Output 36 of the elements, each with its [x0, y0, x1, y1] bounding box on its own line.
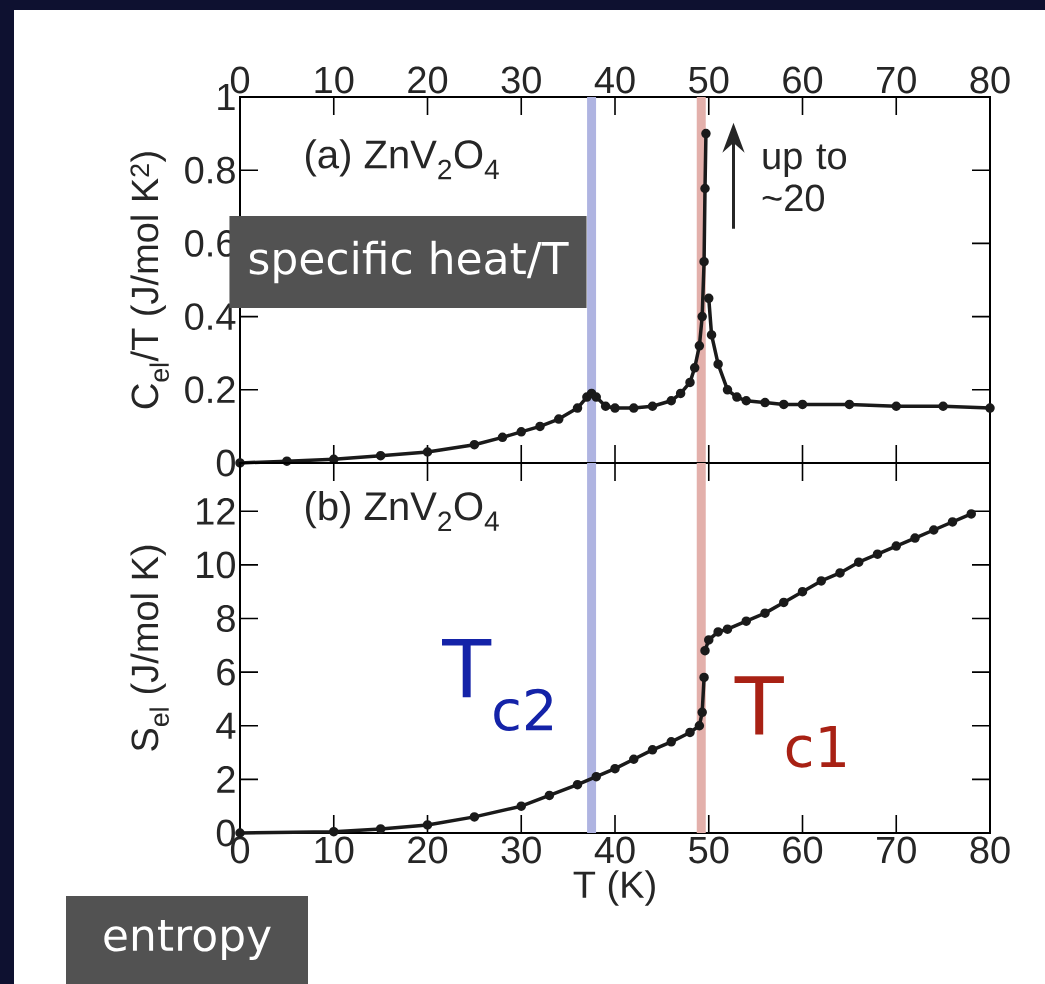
y-tick-label: 12 — [197, 497, 235, 525]
y-tick-label: 2 — [217, 766, 235, 793]
annotation: (a) ZnV$_{2}$O$_{4}$ — [306, 139, 499, 180]
y-tick-label: 4 — [216, 712, 236, 739]
x-tick-label: 30 — [501, 66, 541, 94]
x-tick-label: 50 — [689, 66, 729, 94]
y-axis-title: C$_{el}$/T (J/mol K$^{2}$) — [130, 152, 169, 409]
x-tick-label: 20 — [408, 836, 448, 864]
x-tick-label: 60 — [783, 836, 823, 864]
annotation: specific heat/T — [249, 240, 569, 284]
y-tick-label: 0.2 — [185, 376, 235, 404]
ref-line-label: T$_{c2}$ — [442, 638, 552, 732]
x-tick-label: 70 — [877, 836, 916, 864]
x-tick-label: 20 — [408, 66, 448, 94]
x-tick-label: 60 — [783, 66, 823, 94]
x-axis-title: T (K) — [573, 870, 655, 906]
y-tick-label: 0.8 — [185, 156, 235, 184]
y-tick-label: 0.4 — [185, 303, 236, 331]
ref-line-label: T$_{c1}$ — [734, 676, 845, 768]
x-tick-label: 80 — [970, 66, 1010, 94]
x-tick-label: 80 — [970, 836, 1010, 864]
y-tick-label: 0 — [216, 449, 235, 477]
annotation: up to ~20 — [762, 144, 847, 212]
annotation: (b) ZnV$_{2}$O$_{4}$ — [306, 491, 499, 532]
y-tick-label: 8 — [216, 605, 235, 632]
x-tick-label: 10 — [315, 66, 354, 94]
text: entropy — [104, 919, 271, 960]
y-tick-label: 6 — [217, 658, 235, 686]
y-tick-label: 10 — [197, 551, 235, 579]
y-axis-title: S$_{el}$ (J/mol K) — [130, 545, 169, 751]
x-tick-label: 40 — [594, 836, 635, 864]
x-tick-label: 30 — [501, 836, 541, 864]
x-tick-label: 40 — [594, 66, 635, 94]
x-tick-label: 70 — [877, 66, 916, 94]
x-tick-label: 10 — [315, 836, 354, 864]
x-tick-label: 50 — [689, 836, 729, 864]
